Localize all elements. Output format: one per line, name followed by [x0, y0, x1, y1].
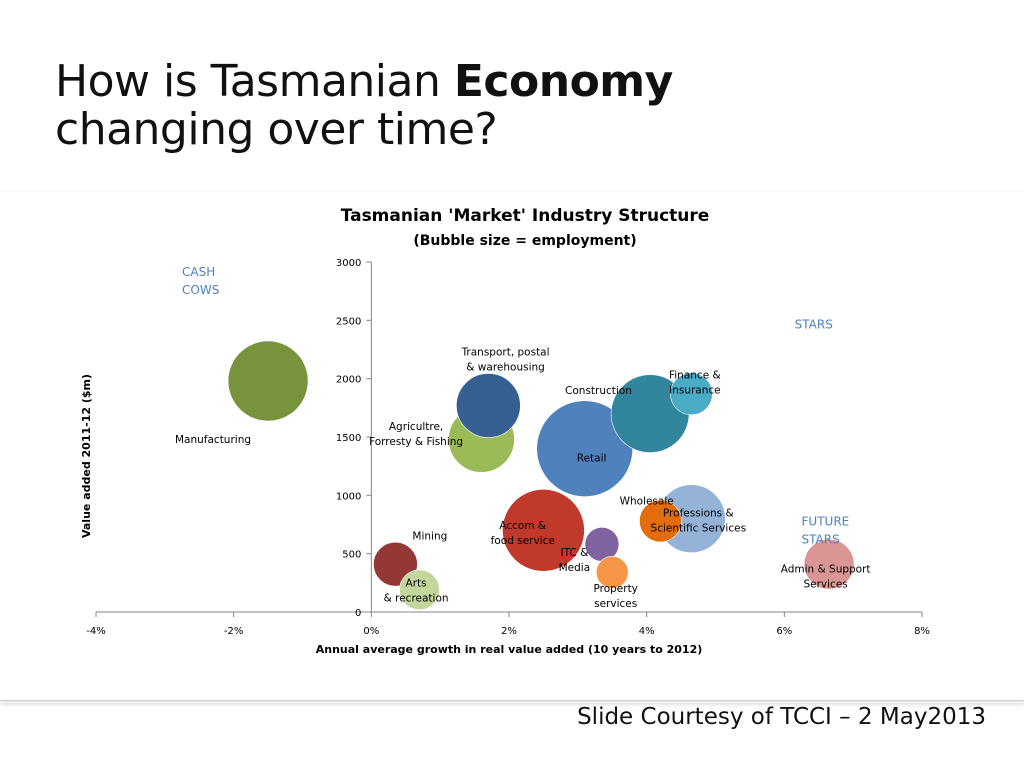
x-tick-label: 8%: [914, 626, 930, 637]
bubbles: [227, 340, 855, 611]
bubble-label: Professions & Scientific Services: [651, 507, 747, 534]
bubble: [803, 538, 855, 590]
slide-title-bold: Economy: [453, 56, 673, 107]
bubble-label: Accom & food service: [491, 520, 555, 547]
y-tick-label: 0: [355, 608, 361, 619]
bubble-label: Finance & Insurance: [669, 370, 721, 397]
bubble: [227, 340, 309, 422]
y-tick-label: 500: [342, 550, 361, 561]
footer-divider: [0, 700, 1024, 703]
x-tick-label: 0%: [363, 626, 379, 637]
slide-title-line2: changing over time?: [55, 104, 498, 155]
bubble-label: Admin & Support Services: [781, 563, 871, 590]
bubble: [502, 489, 585, 572]
x-tick-label: 4%: [639, 626, 655, 637]
bubble-label: Transport, postal & warehousing: [461, 346, 550, 373]
bubble: [670, 372, 713, 416]
bubble-chart: Tasmanian 'Market' Industry Structure (B…: [80, 206, 930, 656]
x-tick-label: 6%: [776, 626, 792, 637]
y-tick-label: 1500: [336, 433, 361, 444]
chart-subtitle: (Bubble size = employment): [413, 233, 636, 249]
bubble-label: Retail: [577, 453, 607, 465]
x-tick-label: 2%: [501, 626, 517, 637]
bubble-label: Property services: [593, 583, 637, 610]
axes: -4% -2% 0% 2% 4% 6% 8% 0 500 1000 1500 2000 2500 3000: [86, 258, 930, 637]
quadrant-label: CASH COWS: [182, 265, 219, 297]
bubble-label: Wholesale: [620, 496, 674, 508]
chart-title: Tasmanian 'Market' Industry Structure: [341, 206, 710, 226]
bubble-label: Arts & recreation: [384, 577, 449, 604]
bubble-label: Manufacturing: [175, 434, 251, 446]
y-tick-label: 1000: [336, 491, 361, 502]
slide-footer: Slide Courtesy of TCCI – 2 May2013: [577, 704, 986, 730]
slide-title: How is Tasmanian Economy changing over t…: [55, 58, 673, 154]
bubble-label: Agricultre, Forresty & Fishing: [369, 421, 463, 448]
quadrant-label: STARS: [795, 318, 833, 332]
x-tick-label: -2%: [224, 626, 243, 637]
y-tick-label: 2500: [336, 316, 361, 327]
x-axis-label: Annual average growth in real value adde…: [316, 643, 703, 656]
bubble: [399, 569, 440, 611]
y-axis-label: Value added 2011-12 ($m): [80, 374, 93, 538]
bubble-label: ITC & Media: [559, 547, 591, 574]
bubble: [639, 499, 682, 543]
x-tick-label: -4%: [86, 626, 105, 637]
quadrant-label: FUTURE STARS: [802, 515, 850, 547]
slide-title-part1: How is Tasmanian: [55, 56, 454, 107]
chart-frame: Tasmanian 'Market' Industry Structure (B…: [0, 192, 1024, 700]
y-tick-label: 3000: [336, 258, 361, 269]
annotations: Manufacturing Transport, postal & warehous…: [175, 265, 871, 610]
bubble: [595, 556, 629, 589]
bubble: [456, 373, 521, 438]
bubble-label: Construction: [565, 385, 632, 397]
y-tick-label: 2000: [336, 375, 361, 386]
bubble-label: Mining: [412, 531, 447, 543]
